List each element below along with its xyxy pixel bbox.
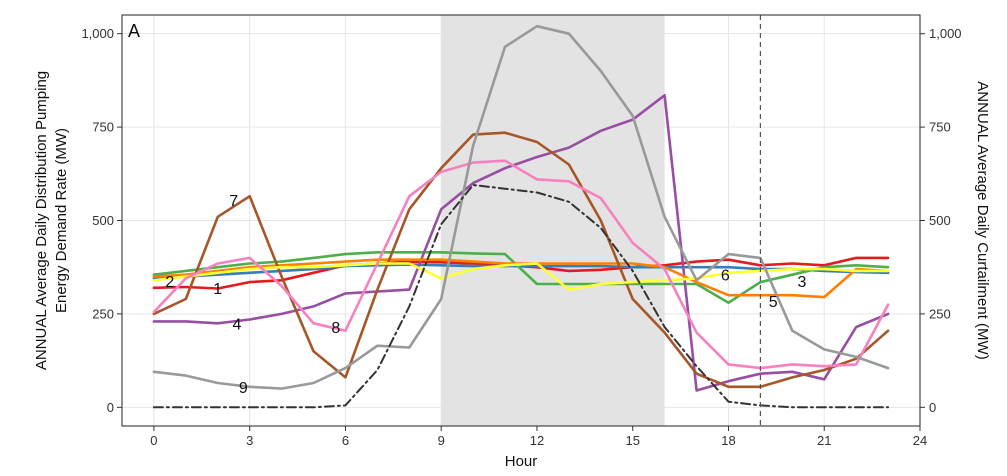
- y-right-tick-label-1: 250: [929, 306, 951, 321]
- x-tick-label-2: 6: [342, 433, 349, 448]
- right-y-axis-title: ANNUAL Average Daily Curtailment (MW): [974, 81, 991, 359]
- left-y-axis-title-line-2: Energy Demand Rate (MW): [53, 128, 70, 313]
- series-label-5: 5: [769, 294, 778, 311]
- y-left-tick-label-3: 750: [92, 120, 114, 135]
- x-tick-label-3: 9: [438, 433, 445, 448]
- series-line-9: [152, 24, 890, 390]
- y-right-tick-label-0: 0: [929, 400, 936, 415]
- series-line-4: [152, 94, 890, 392]
- shaded-hours-rect: [441, 15, 665, 426]
- series-line-curtailment: [152, 184, 890, 409]
- x-tick-label-0: 0: [150, 433, 157, 448]
- y-left-tick-label-1: 250: [92, 306, 114, 321]
- series-label-1: 1: [213, 281, 222, 298]
- series-label-9: 9: [239, 380, 248, 397]
- x-tick-label-7: 21: [817, 433, 831, 448]
- shaded-region: [441, 15, 665, 426]
- series-label-7: 7: [229, 193, 238, 210]
- series-label-8: 8: [331, 320, 340, 337]
- y-left-tick-label-0: 0: [107, 400, 114, 415]
- series-label-6: 6: [721, 268, 730, 285]
- series-lines: [152, 24, 890, 409]
- x-tick-label-5: 15: [625, 433, 639, 448]
- y-right-tick-label-4: 1,000: [929, 26, 962, 41]
- panel-label: A: [128, 21, 140, 41]
- x-tick-label-1: 3: [246, 433, 253, 448]
- x-tick-label-4: 12: [530, 433, 544, 448]
- series-label-3: 3: [797, 274, 806, 291]
- series-label-4: 4: [232, 316, 241, 333]
- left-y-axis-title-line-1: ANNUAL Average Daily Distribution Pumpin…: [33, 71, 50, 370]
- series-line-8: [152, 159, 890, 370]
- x-tick-label-8: 24: [913, 433, 927, 448]
- series-labels: 1 2 3 4 5 6 7 8 9: [165, 193, 806, 397]
- y-left-tick-label-4: 1,000: [81, 26, 114, 41]
- x-axis-title: Hour: [505, 453, 538, 470]
- y-left-tick-label-2: 500: [92, 213, 114, 228]
- y-right-tick-label-2: 500: [929, 213, 951, 228]
- x-tick-label-6: 18: [721, 433, 735, 448]
- series-line-6: [152, 131, 890, 389]
- y-right-tick-label-3: 750: [929, 120, 951, 135]
- series-label-2: 2: [165, 274, 174, 291]
